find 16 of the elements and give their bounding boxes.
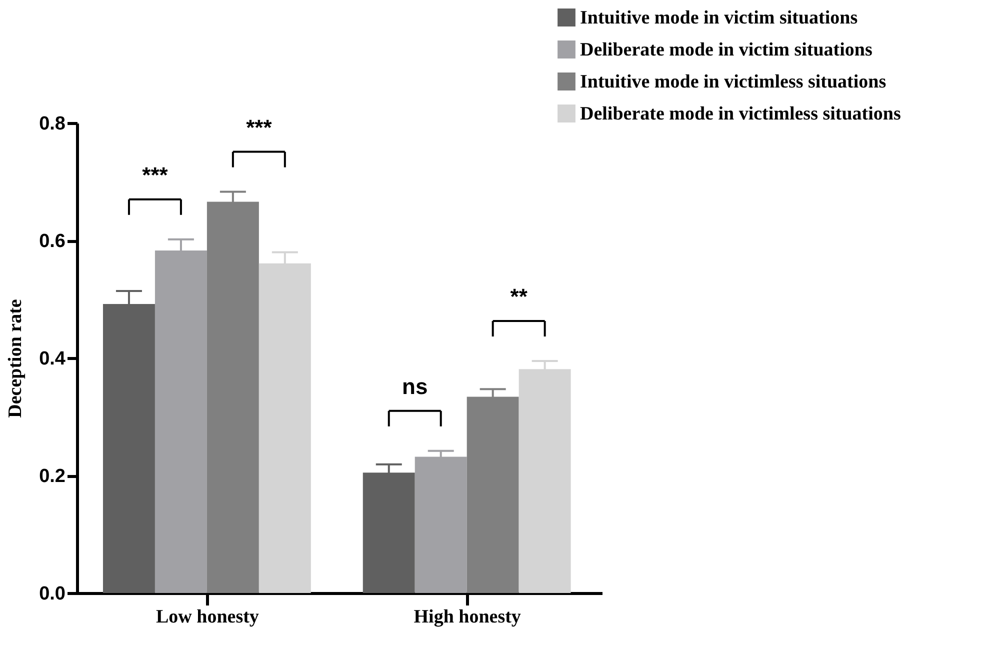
legend-label: Intuitive mode in victimless situations	[580, 72, 886, 92]
annotation: ***	[246, 115, 272, 140]
x-tick-label: High honesty	[414, 606, 522, 628]
legend-label: Intuitive mode in victim situations	[580, 8, 858, 28]
y-tick-label: 0.4	[39, 348, 66, 370]
y-tick-label: 0.8	[39, 114, 66, 134]
y-axis-title: Deception rate	[5, 299, 26, 418]
annotation: **	[510, 284, 528, 310]
legend-label: Deliberate mode in victimless situations	[580, 104, 901, 124]
y-tick-label: 0.2	[39, 466, 66, 487]
y-tick-label: 0.0	[39, 584, 66, 604]
y-tick-label: 0.6	[39, 231, 66, 252]
x-tick-label: Low honesty	[156, 606, 260, 628]
legend-label: Deliberate mode in victim situations	[580, 40, 872, 60]
annotation: ns	[402, 374, 428, 400]
annotation: ***	[142, 162, 168, 188]
